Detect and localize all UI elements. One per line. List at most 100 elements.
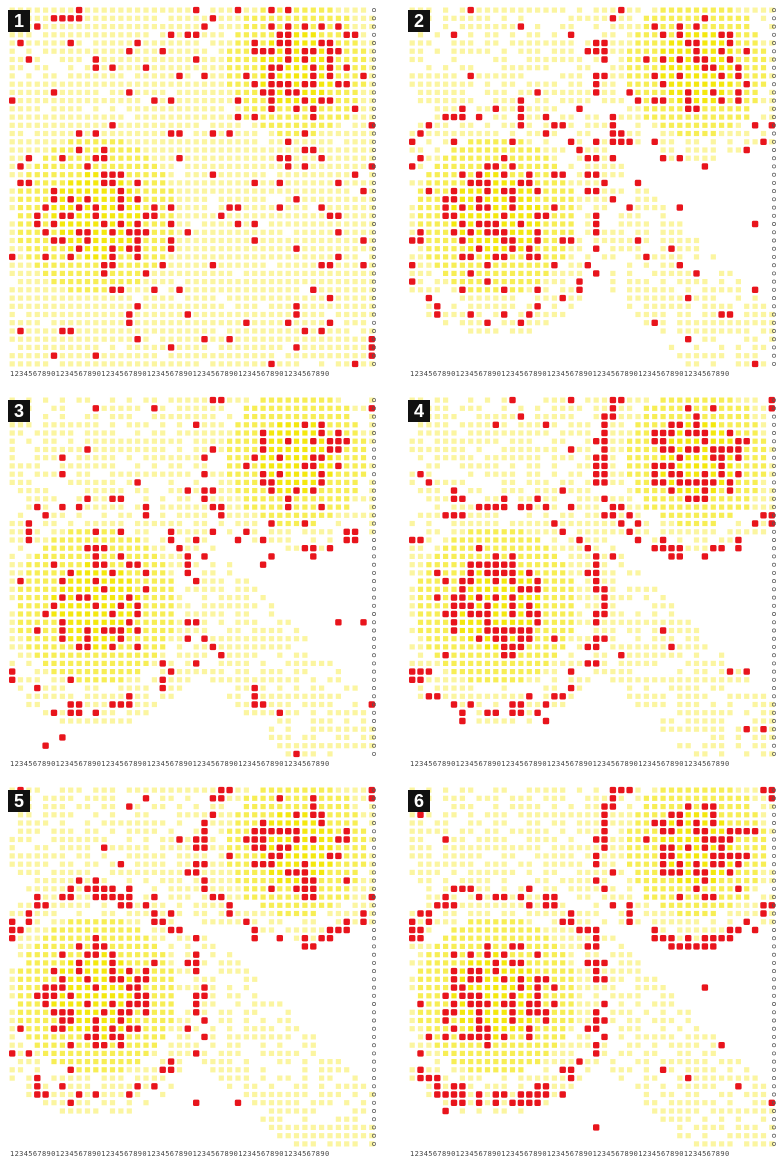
yellow-cell: [285, 660, 291, 666]
yellow-cell: [660, 48, 666, 54]
yellow-cell: [93, 320, 99, 326]
yellow-cell: [302, 504, 308, 510]
yellow-cell: [310, 693, 316, 699]
yellow-cell: [235, 229, 241, 235]
yellow-cell: [443, 279, 449, 285]
yellow-cell: [218, 56, 224, 63]
yellow-cell: [710, 422, 716, 428]
yellow-cell: [84, 213, 91, 219]
yellow-cell: [417, 488, 424, 494]
yellow-cell: [352, 89, 358, 95]
yellow-cell: [151, 430, 157, 436]
yellow-cell: [227, 24, 233, 30]
yellow-cell: [151, 15, 157, 21]
yellow-cell: [59, 693, 65, 699]
yellow-cell: [160, 196, 166, 202]
yellow-cell: [26, 496, 32, 502]
yellow-cell: [126, 24, 132, 30]
yellow-cell: [601, 205, 608, 211]
yellow-cell: [719, 81, 725, 87]
yellow-cell: [543, 98, 549, 104]
yellow-cell: [360, 512, 367, 518]
yellow-cell: [443, 81, 449, 87]
yellow-cell: [434, 196, 440, 202]
yellow-cell: [151, 455, 157, 461]
red-dot: [151, 286, 158, 293]
yellow-cell: [719, 270, 725, 276]
yellow-cell: [693, 114, 700, 120]
yellow-cell: [369, 15, 375, 21]
yellow-cell: [93, 344, 99, 350]
red-dot: [201, 495, 208, 502]
yellow-cell: [493, 438, 499, 444]
yellow-cell: [51, 320, 57, 326]
red-dot: [268, 81, 275, 88]
yellow-cell: [151, 73, 157, 79]
red-dot: [276, 179, 283, 187]
yellow-cell: [84, 246, 91, 252]
yellow-cell: [285, 701, 291, 708]
red-dot: [693, 421, 700, 428]
red-dot: [268, 64, 275, 71]
red-dot: [84, 163, 91, 170]
yellow-cell: [76, 496, 82, 502]
yellow-cell: [327, 496, 333, 502]
yellow-cell: [243, 471, 249, 477]
yellow-cell: [484, 24, 491, 30]
yellow-cell: [26, 644, 32, 650]
yellow-cell: [451, 254, 457, 260]
yellow-cell: [51, 303, 57, 309]
yellow-cell: [509, 130, 516, 137]
yellow-cell: [585, 446, 591, 453]
red-dot: [285, 155, 292, 162]
yellow-cell: [344, 172, 350, 178]
boundary-marker: [772, 271, 776, 276]
yellow-cell: [68, 32, 74, 38]
red-dot: [701, 15, 709, 22]
yellow-cell: [719, 303, 725, 309]
yellow-cell: [293, 114, 300, 120]
yellow-cell: [43, 180, 49, 186]
yellow-cell: [93, 114, 99, 120]
yellow-cell: [26, 652, 32, 658]
yellow-cell: [109, 397, 116, 403]
yellow-cell: [693, 122, 700, 128]
yellow-cell: [710, 56, 716, 63]
yellow-cell: [610, 438, 616, 444]
yellow-cell: [193, 89, 199, 95]
yellow-cell: [526, 7, 532, 13]
yellow-cell: [84, 48, 91, 54]
yellow-cell: [535, 81, 541, 87]
yellow-cell: [710, 254, 716, 260]
yellow-cell: [434, 397, 440, 403]
yellow-cell: [409, 48, 415, 54]
yellow-cell: [285, 237, 291, 244]
yellow-cell: [9, 48, 15, 54]
yellow-cell: [643, 24, 649, 30]
red-dot: [335, 23, 342, 30]
yellow-cell: [643, 89, 649, 95]
red-dot: [301, 462, 309, 470]
yellow-cell: [235, 578, 241, 584]
red-dot: [676, 56, 683, 63]
yellow-cell: [310, 246, 316, 252]
yellow-cell: [26, 463, 32, 469]
yellow-cell: [84, 89, 91, 95]
yellow-cell: [76, 553, 82, 559]
yellow-cell: [752, 397, 758, 403]
yellow-cell: [360, 336, 367, 342]
red-dot: [517, 97, 525, 104]
yellow-cell: [252, 155, 258, 161]
yellow-cell: [252, 73, 258, 79]
yellow-cell: [360, 32, 367, 38]
yellow-cell: [518, 405, 524, 411]
yellow-cell: [643, 106, 649, 112]
yellow-cell: [143, 180, 149, 186]
yellow-cell: [34, 537, 40, 543]
yellow-cell: [677, 438, 683, 444]
yellow-cell: [135, 488, 141, 494]
yellow-cell: [551, 155, 557, 161]
red-dot: [109, 495, 116, 502]
yellow-cell: [476, 139, 482, 145]
red-dot: [559, 294, 566, 302]
